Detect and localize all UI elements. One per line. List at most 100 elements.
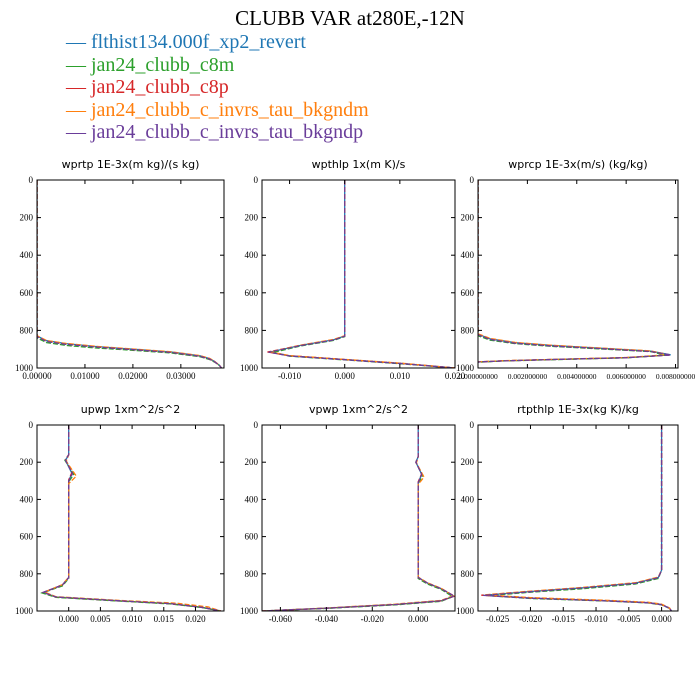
series-line [37, 180, 223, 368]
y-tick-label: 400 [245, 494, 259, 504]
panel-3: upwp 1xm^2/s^2 0 200 400 600 800 1000 0.000 0.00… [15, 403, 225, 624]
x-tick-label: 0.004000000 [557, 372, 597, 381]
series-line [478, 180, 666, 363]
y-tick-label: 1000 [240, 363, 259, 373]
x-tick-label: 0.000 [59, 614, 80, 624]
series-line [478, 180, 671, 363]
panel-2: wprcp 1E-3x(m/s) (kg/kg) 0 200 400 600 800 100… [456, 158, 695, 381]
series-line [484, 425, 672, 611]
plot-frame [36, 179, 225, 369]
panel-title: wprtp 1E-3x(m kg)/(s kg) [62, 158, 200, 171]
series-line [41, 425, 221, 611]
panel-title: vpwp 1xm^2/s^2 [309, 403, 408, 416]
panel-title: wprcp 1E-3x(m/s) (kg/kg) [508, 158, 647, 171]
x-tick-label: 0.000 [335, 371, 356, 381]
y-tick-label: 1000 [456, 363, 475, 373]
y-tick-label: 800 [20, 569, 34, 579]
x-tick-label: 0.000000000 [458, 372, 498, 381]
series-line [478, 180, 671, 363]
x-tick-label: 0.020 [185, 614, 206, 624]
x-tick-label: -0.010 [278, 371, 302, 381]
legend-entry: — jan24_clubb_c8m [66, 53, 235, 76]
x-tick-label: -0.010 [584, 614, 608, 624]
x-tick-label: 0.03000 [166, 371, 196, 381]
panel-1: wpthlp 1x(m K)/s 0 200 400 600 800 1000 -0.010 0… [240, 158, 466, 381]
series-line [484, 425, 672, 611]
x-tick-label: 0.000 [408, 614, 429, 624]
panel-0: wprtp 1E-3x(m kg)/(s kg) 0 200 400 600 800 100… [15, 158, 225, 381]
y-tick-label: 600 [461, 288, 475, 298]
y-tick-label: 0 [29, 175, 34, 185]
legend-entry: — jan24_clubb_c_invrs_tau_bkgndp [66, 121, 364, 143]
y-tick-label: 800 [20, 325, 34, 335]
panel-4: vpwp 1xm^2/s^2 0 200 400 600 800 1000 -0.060 -0.… [240, 403, 456, 624]
series-line [487, 425, 672, 611]
y-tick-label: 400 [461, 494, 475, 504]
y-tick-label: 0 [29, 420, 34, 430]
y-tick-label: 1000 [15, 606, 34, 616]
series-line [478, 180, 669, 363]
y-tick-label: 600 [461, 532, 475, 542]
y-tick-label: 0 [254, 420, 259, 430]
y-tick-label: 200 [245, 457, 259, 467]
x-tick-label: 0.01000 [70, 371, 100, 381]
series-line [478, 180, 671, 363]
legend-entry: — jan24_clubb_c8p [66, 76, 229, 98]
series-line [272, 180, 455, 368]
y-tick-label: 200 [461, 457, 475, 467]
y-tick-label: 800 [245, 325, 259, 335]
series-line [37, 180, 223, 368]
y-tick-label: 600 [20, 532, 34, 542]
series-line [42, 425, 222, 611]
series-line [267, 180, 455, 368]
y-tick-label: 200 [245, 213, 259, 223]
series-line [481, 425, 672, 611]
series-line [262, 425, 455, 611]
series-line [268, 180, 455, 368]
series-line [37, 180, 223, 368]
x-tick-label: 0.02000 [118, 371, 148, 381]
series-line [41, 425, 221, 611]
plot-frame [261, 179, 456, 369]
series-line [483, 425, 672, 611]
y-tick-label: 200 [20, 457, 34, 467]
y-tick-label: 600 [245, 288, 259, 298]
y-tick-label: 1000 [456, 606, 475, 616]
figure-title: CLUBB VAR at280E,-12N [235, 6, 465, 30]
x-tick-label: 0.000 [651, 614, 672, 624]
series-line [37, 180, 223, 368]
x-tick-label: 0.010 [122, 614, 143, 624]
y-tick-label: 800 [461, 325, 475, 335]
y-tick-label: 200 [461, 213, 475, 223]
y-tick-label: 0 [470, 420, 475, 430]
y-tick-label: 1000 [15, 363, 34, 373]
x-tick-label: -0.020 [361, 614, 385, 624]
y-tick-label: 800 [461, 569, 475, 579]
x-tick-label: 0.006000000 [606, 372, 646, 381]
x-tick-label: -0.015 [552, 614, 576, 624]
y-tick-label: 600 [245, 532, 259, 542]
series-line [270, 180, 455, 368]
x-tick-label: 0.002000000 [508, 372, 548, 381]
y-tick-label: 400 [461, 250, 475, 260]
x-tick-label: -0.040 [315, 614, 339, 624]
y-tick-label: 600 [20, 288, 34, 298]
y-tick-label: 400 [20, 250, 34, 260]
series-line [270, 180, 455, 368]
y-tick-label: 1000 [240, 606, 259, 616]
legend-entry: — flthist134.000f_xp2_revert [66, 31, 306, 53]
panel-5: rtpthlp 1E-3x(kg K)/kg 0 200 400 600 800 1000 -… [456, 403, 679, 624]
series-line [262, 425, 455, 611]
panel-title: upwp 1xm^2/s^2 [81, 403, 181, 416]
y-tick-label: 0 [470, 175, 475, 185]
x-tick-label: -0.020 [519, 614, 543, 624]
x-tick-label: -0.005 [617, 614, 641, 624]
series-line [41, 425, 221, 611]
x-tick-label: 0.010 [390, 371, 411, 381]
x-tick-label: 0.015 [154, 614, 175, 624]
y-tick-label: 400 [20, 494, 34, 504]
x-tick-label: 0.005 [90, 614, 111, 624]
x-tick-label: -0.060 [269, 614, 293, 624]
x-tick-label: 0.00000 [22, 371, 52, 381]
